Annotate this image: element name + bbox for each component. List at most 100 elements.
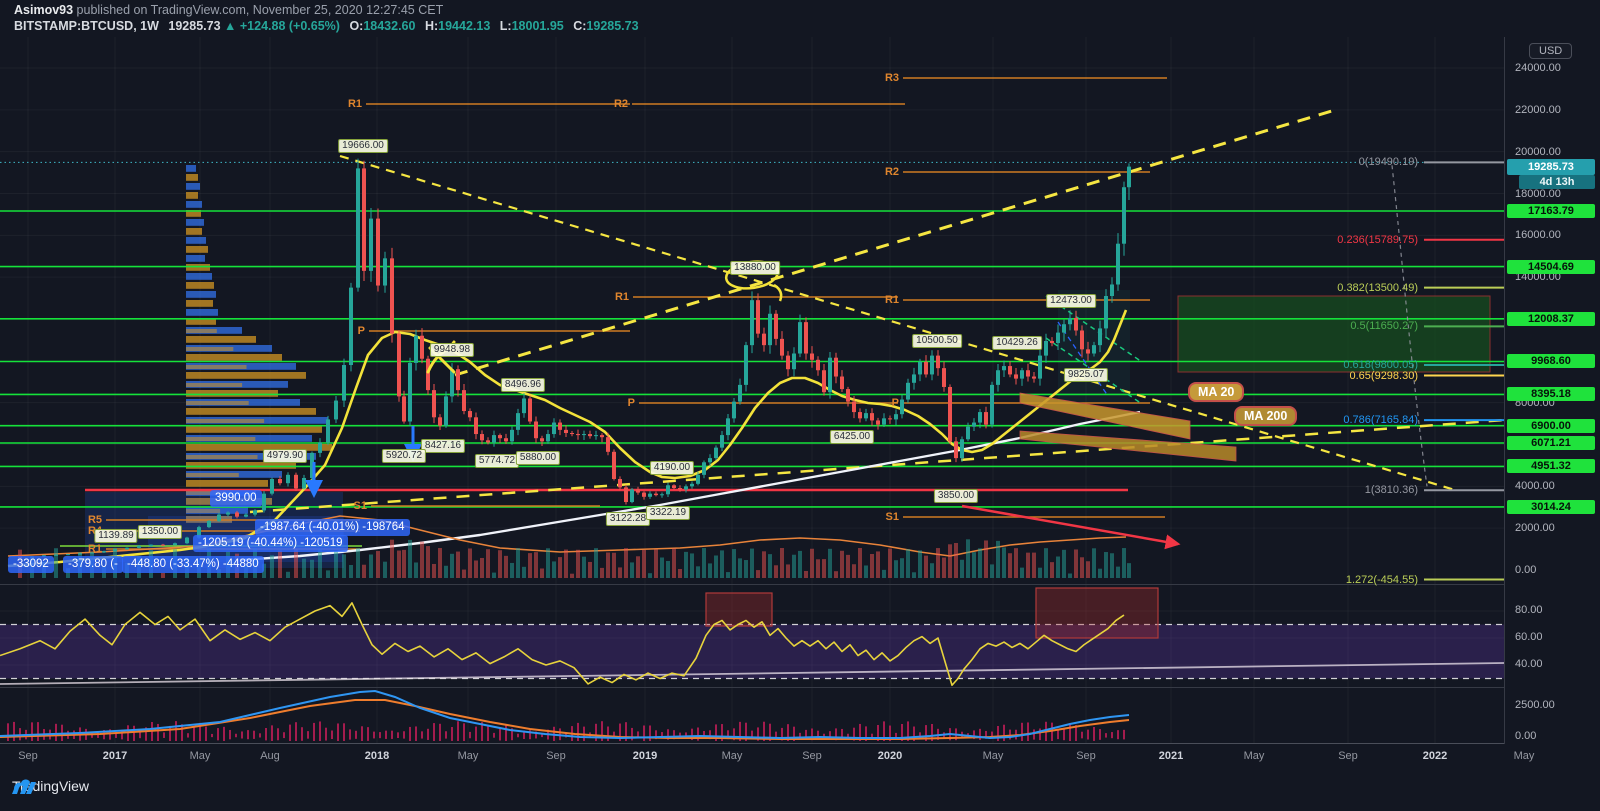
- time-axis[interactable]: Sep 2017 May Aug 2018 May Sep 2019 May Sep 2020 May…: [0, 744, 1600, 768]
- pivot-label-r3: R3: [884, 72, 899, 84]
- price-tick: 24000.00: [1515, 62, 1561, 74]
- price-change: +124.88 (+0.65%): [239, 19, 340, 33]
- price-tick: 4000.00: [1515, 480, 1555, 493]
- measure-label[interactable]: -1987.64 (-40.01%) -198764: [255, 519, 410, 536]
- price-callout-label[interactable]: 13880.00: [730, 261, 780, 275]
- price-callout-label[interactable]: 3122.28: [605, 512, 651, 526]
- price-callout-label[interactable]: 10429.26: [992, 336, 1042, 350]
- time-axis-label: May: [982, 750, 1004, 762]
- volume-oscillator-pane[interactable]: [0, 688, 1504, 744]
- price-callout-label[interactable]: 3322.19: [645, 506, 691, 520]
- price-callout-label[interactable]: 19666.00: [338, 139, 388, 153]
- fib-level-label[interactable]: 0.236(15789.75): [1337, 233, 1418, 246]
- measure-label[interactable]: -33092: [8, 556, 54, 573]
- price-callout-label[interactable]: 1139.89: [94, 529, 138, 543]
- fib-level-label[interactable]: 0.382(13500.49): [1337, 281, 1418, 294]
- candles-layer: [18, 158, 1131, 559]
- ma200-label[interactable]: MA 200: [1234, 406, 1298, 426]
- time-axis-label: Sep: [546, 750, 566, 762]
- change-arrow-icon: ▲: [224, 19, 237, 33]
- fib-lines-layer[interactable]: [1391, 161, 1504, 581]
- price-tick: 18000.00: [1515, 187, 1561, 200]
- time-axis-label: 2021: [1158, 750, 1184, 762]
- price-callout-label[interactable]: 6425.00: [829, 430, 875, 444]
- time-axis-label: Sep: [802, 750, 822, 762]
- pivot-label-r1: R1: [87, 543, 102, 555]
- price-tick: 0.00: [1515, 564, 1537, 576]
- pivot-lines-layer: [106, 77, 1167, 550]
- time-axis-label: Sep: [1338, 750, 1358, 762]
- time-axis-label: May: [721, 750, 743, 762]
- measure-label[interactable]: -448.80 (-33.47%) -44880: [122, 556, 264, 573]
- level-price-label: 12008.37: [1507, 311, 1595, 326]
- main-price-pane[interactable]: [0, 37, 1504, 584]
- pivot-label-r2: R2: [884, 166, 899, 178]
- price-axis[interactable]: USD 24000.00 22000.00 20000.00 18000.00 1600…: [1504, 37, 1600, 769]
- price-callout-label[interactable]: 3850.00: [933, 489, 979, 503]
- time-axis-label: May: [189, 750, 211, 762]
- price-callout-label[interactable]: 9825.07: [1063, 368, 1109, 382]
- pivot-label-p: P: [891, 397, 899, 409]
- rsi-tick: 40.00: [1515, 658, 1543, 670]
- ma20-label[interactable]: MA 20: [1188, 382, 1245, 402]
- vol-grid-layer: [27, 688, 1436, 743]
- price-callout-label[interactable]: 5774.72: [474, 454, 520, 468]
- level-price-label: 6071.21: [1507, 436, 1595, 450]
- tradingview-logo[interactable]: TradingView: [12, 778, 89, 794]
- symbol-info-row: BITSTAMP:BTCUSD, 1W 19285.73 ▲ +124.88 (…: [14, 19, 639, 33]
- high-label: H:: [424, 19, 439, 33]
- open-value: 18432.60: [363, 19, 416, 33]
- price-tick: 16000.00: [1515, 229, 1561, 242]
- pivot-label-p: P: [357, 325, 365, 337]
- price-callout-label[interactable]: 1350.00: [137, 525, 183, 539]
- level-price-label: 17163.79: [1507, 203, 1595, 218]
- publish-text: published on TradingView.com, November 2…: [73, 3, 444, 17]
- price-callout-label[interactable]: 5920.72: [381, 449, 427, 463]
- price-tick: 2000.00: [1515, 522, 1555, 535]
- level-price-label: 6900.00: [1507, 418, 1595, 433]
- time-axis-label: Aug: [260, 750, 280, 762]
- rsi-boxes-layer[interactable]: [705, 587, 1159, 639]
- fib-level-label[interactable]: 0(19490.19): [1358, 156, 1418, 169]
- scribbles-layer[interactable]: [426, 259, 783, 374]
- price-callout-label[interactable]: 4979.90: [262, 449, 308, 463]
- rsi-indicator-pane[interactable]: [0, 584, 1504, 688]
- fib-level-label[interactable]: 1(3810.36): [1364, 484, 1418, 497]
- price-callout-label[interactable]: 4190.00: [649, 461, 695, 475]
- rsi-band-layer: [0, 623, 1504, 685]
- price-callout-label[interactable]: 12473.00: [1046, 294, 1096, 308]
- tradingview-logo-icon: [12, 779, 36, 794]
- measure-label[interactable]: -379.80 (-: [63, 556, 123, 573]
- measure-label[interactable]: -1205.19 (-40.44%) -120519: [193, 535, 348, 552]
- currency-toggle-button[interactable]: USD: [1529, 43, 1573, 59]
- price-callout-label[interactable]: 10500.50: [912, 334, 962, 348]
- pivot-label-p: P: [627, 397, 635, 409]
- time-axis-label: Sep: [18, 750, 38, 762]
- price-callout-label[interactable]: 9948.98: [429, 343, 475, 357]
- pivot-label-r1: R1: [347, 98, 362, 110]
- last-price: 19285.73: [168, 19, 221, 33]
- fib-level-label[interactable]: 0.786(7165.84): [1343, 414, 1418, 427]
- price-tick: 14000.00: [1515, 271, 1561, 284]
- price-callout-label[interactable]: 8427.16: [420, 439, 466, 453]
- footer-row: TradingView: [0, 768, 1600, 811]
- fib-level-label[interactable]: 0.65(9298.30): [1349, 369, 1419, 382]
- chart-header: Asimov93 published on TradingView.com, N…: [0, 0, 1600, 37]
- pivot-label-s1: S1: [885, 511, 899, 523]
- price-callout-label[interactable]: 5880.00: [515, 451, 561, 465]
- publish-info: Asimov93 published on TradingView.com, N…: [14, 3, 443, 17]
- price-callout-label[interactable]: 8496.96: [500, 378, 546, 392]
- time-axis-label: 2017: [102, 750, 128, 762]
- pivot-label-r1: R1: [884, 294, 899, 306]
- low-label: L:: [499, 19, 512, 33]
- level-price-label: 8395.18: [1507, 387, 1595, 402]
- fib-level-label[interactable]: 0.5(11650.27): [1350, 320, 1418, 333]
- measure-label[interactable]: 3990.00: [210, 490, 262, 507]
- low-value: 18001.95: [511, 19, 564, 33]
- rsi-line-layer: [0, 602, 1125, 687]
- vol-lines-layer: [0, 689, 1130, 740]
- fib-level-label[interactable]: 0.618(9800.05): [1343, 359, 1418, 372]
- fib-level-label[interactable]: 1.272(-454.55): [1345, 573, 1418, 586]
- pivot-label-r1: R1: [614, 291, 629, 303]
- fib-zone-box[interactable]: [1177, 295, 1491, 373]
